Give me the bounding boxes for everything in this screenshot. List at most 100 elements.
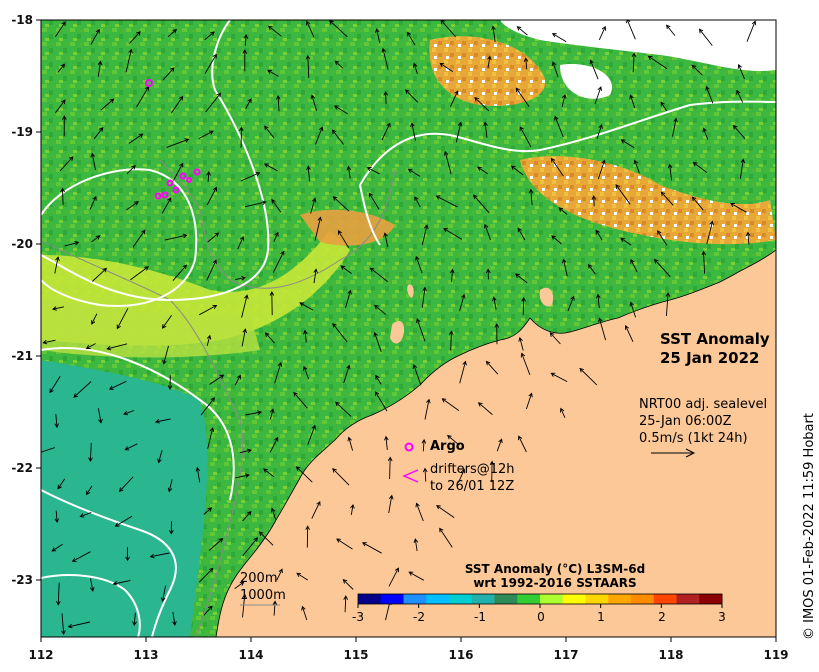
current-arrow — [123, 410, 135, 416]
current-arrow — [331, 129, 344, 145]
current-arrow — [126, 201, 139, 211]
current-arrow — [243, 34, 249, 46]
current-arrow — [416, 318, 426, 342]
current-arrow — [333, 105, 348, 115]
isobath-200m — [41, 239, 244, 637]
current-arrow — [296, 572, 309, 581]
current-arrow — [598, 25, 607, 41]
current-arrow — [132, 229, 146, 248]
current-arrow — [55, 99, 66, 114]
current-arrow — [305, 525, 310, 548]
current-arrow — [241, 294, 249, 318]
current-arrow — [149, 552, 170, 559]
drifters-label-line: to 26/01 12Z — [430, 479, 515, 494]
current-info-line: 25-Jan 06:00Z — [639, 414, 732, 429]
current-arrow — [90, 152, 96, 171]
current-arrow — [455, 121, 463, 143]
current-arrow — [375, 28, 381, 44]
colorbar[interactable] — [357, 593, 723, 608]
colorbar-swatch — [403, 594, 427, 604]
colorbar-swatch — [380, 594, 404, 604]
current-arrow — [388, 567, 399, 587]
x-tick-label: 115 — [343, 648, 369, 662]
current-arrow — [71, 551, 91, 562]
current-arrow — [595, 229, 603, 241]
colorbar-swatch — [585, 594, 609, 604]
current-arrow — [306, 165, 311, 182]
current-arrow — [554, 115, 564, 138]
credit-text: © IMOS 01-Feb-2022 11:59 Hobart — [802, 413, 817, 640]
current-arrow — [551, 33, 567, 43]
y-tick-label: -19 — [11, 125, 33, 139]
current-arrow — [54, 414, 60, 429]
current-arrow — [204, 53, 217, 74]
current-arrow — [595, 293, 601, 309]
current-arrow — [313, 268, 318, 284]
current-arrow — [269, 408, 275, 420]
current-arrow — [125, 48, 133, 73]
current-arrow — [517, 227, 526, 241]
current-arrow — [209, 374, 225, 385]
current-arrow — [594, 86, 602, 105]
current-arrow — [550, 372, 568, 382]
axis-ticks — [36, 19, 777, 642]
current-arrow — [332, 196, 350, 212]
current-arrow — [329, 20, 348, 38]
current-arrow — [59, 156, 74, 172]
current-vectors — [41, 20, 757, 635]
current-arrow — [515, 87, 530, 107]
current-arrow — [485, 360, 499, 375]
colorbar-title-line: SST Anomaly (°C) L3SM-6d — [464, 562, 646, 576]
current-arrow — [275, 94, 281, 112]
current-arrow — [665, 292, 671, 317]
current-arrow — [335, 401, 352, 417]
current-arrow — [375, 374, 382, 385]
current-arrow — [112, 580, 131, 586]
y-tick-label: -23 — [11, 573, 33, 587]
current-arrow — [337, 229, 350, 249]
current-arrow — [702, 127, 709, 140]
current-arrow — [647, 55, 668, 70]
current-arrow — [267, 25, 282, 37]
colorbar-tick-label: -3 — [352, 610, 364, 624]
colorbar-swatch — [358, 594, 382, 604]
isobath-legend: 200m 1000m — [240, 570, 286, 604]
current-arrow — [164, 233, 188, 241]
current-arrow — [311, 500, 321, 519]
current-arrow — [237, 235, 245, 250]
current-arrow — [615, 184, 631, 205]
current-arrow — [413, 538, 419, 551]
current-arrow — [207, 232, 220, 243]
current-arrow — [336, 538, 353, 550]
drifters-label-line: drifters@12h — [430, 462, 515, 477]
current-arrow — [412, 62, 418, 75]
current-arrow — [100, 98, 115, 111]
current-arrow — [477, 166, 489, 175]
current-arrow — [443, 228, 463, 240]
current-arrow — [41, 447, 55, 453]
current-arrow — [459, 293, 466, 312]
current-arrow — [439, 62, 454, 72]
current-arrow — [421, 224, 429, 246]
current-arrow — [55, 21, 66, 38]
current-arrow — [474, 96, 490, 112]
current-arrow — [242, 49, 248, 72]
isobath-label: 200m — [240, 571, 278, 586]
current-arrow — [264, 332, 275, 344]
colorbar-swatch — [540, 594, 564, 604]
current-arrow — [521, 296, 526, 316]
current-arrow — [516, 26, 528, 36]
drifter-symbol-icon — [402, 469, 419, 483]
current-arrow — [422, 467, 428, 482]
current-arrow — [169, 521, 174, 535]
current-arrow — [620, 139, 635, 149]
current-arrow — [124, 443, 138, 451]
current-arrow — [624, 324, 634, 342]
current-arrow — [691, 64, 703, 76]
current-arrow — [263, 468, 275, 478]
current-arrow — [598, 317, 607, 341]
current-arrow — [242, 510, 252, 522]
current-arrow — [441, 398, 460, 411]
current-arrow — [167, 28, 178, 38]
